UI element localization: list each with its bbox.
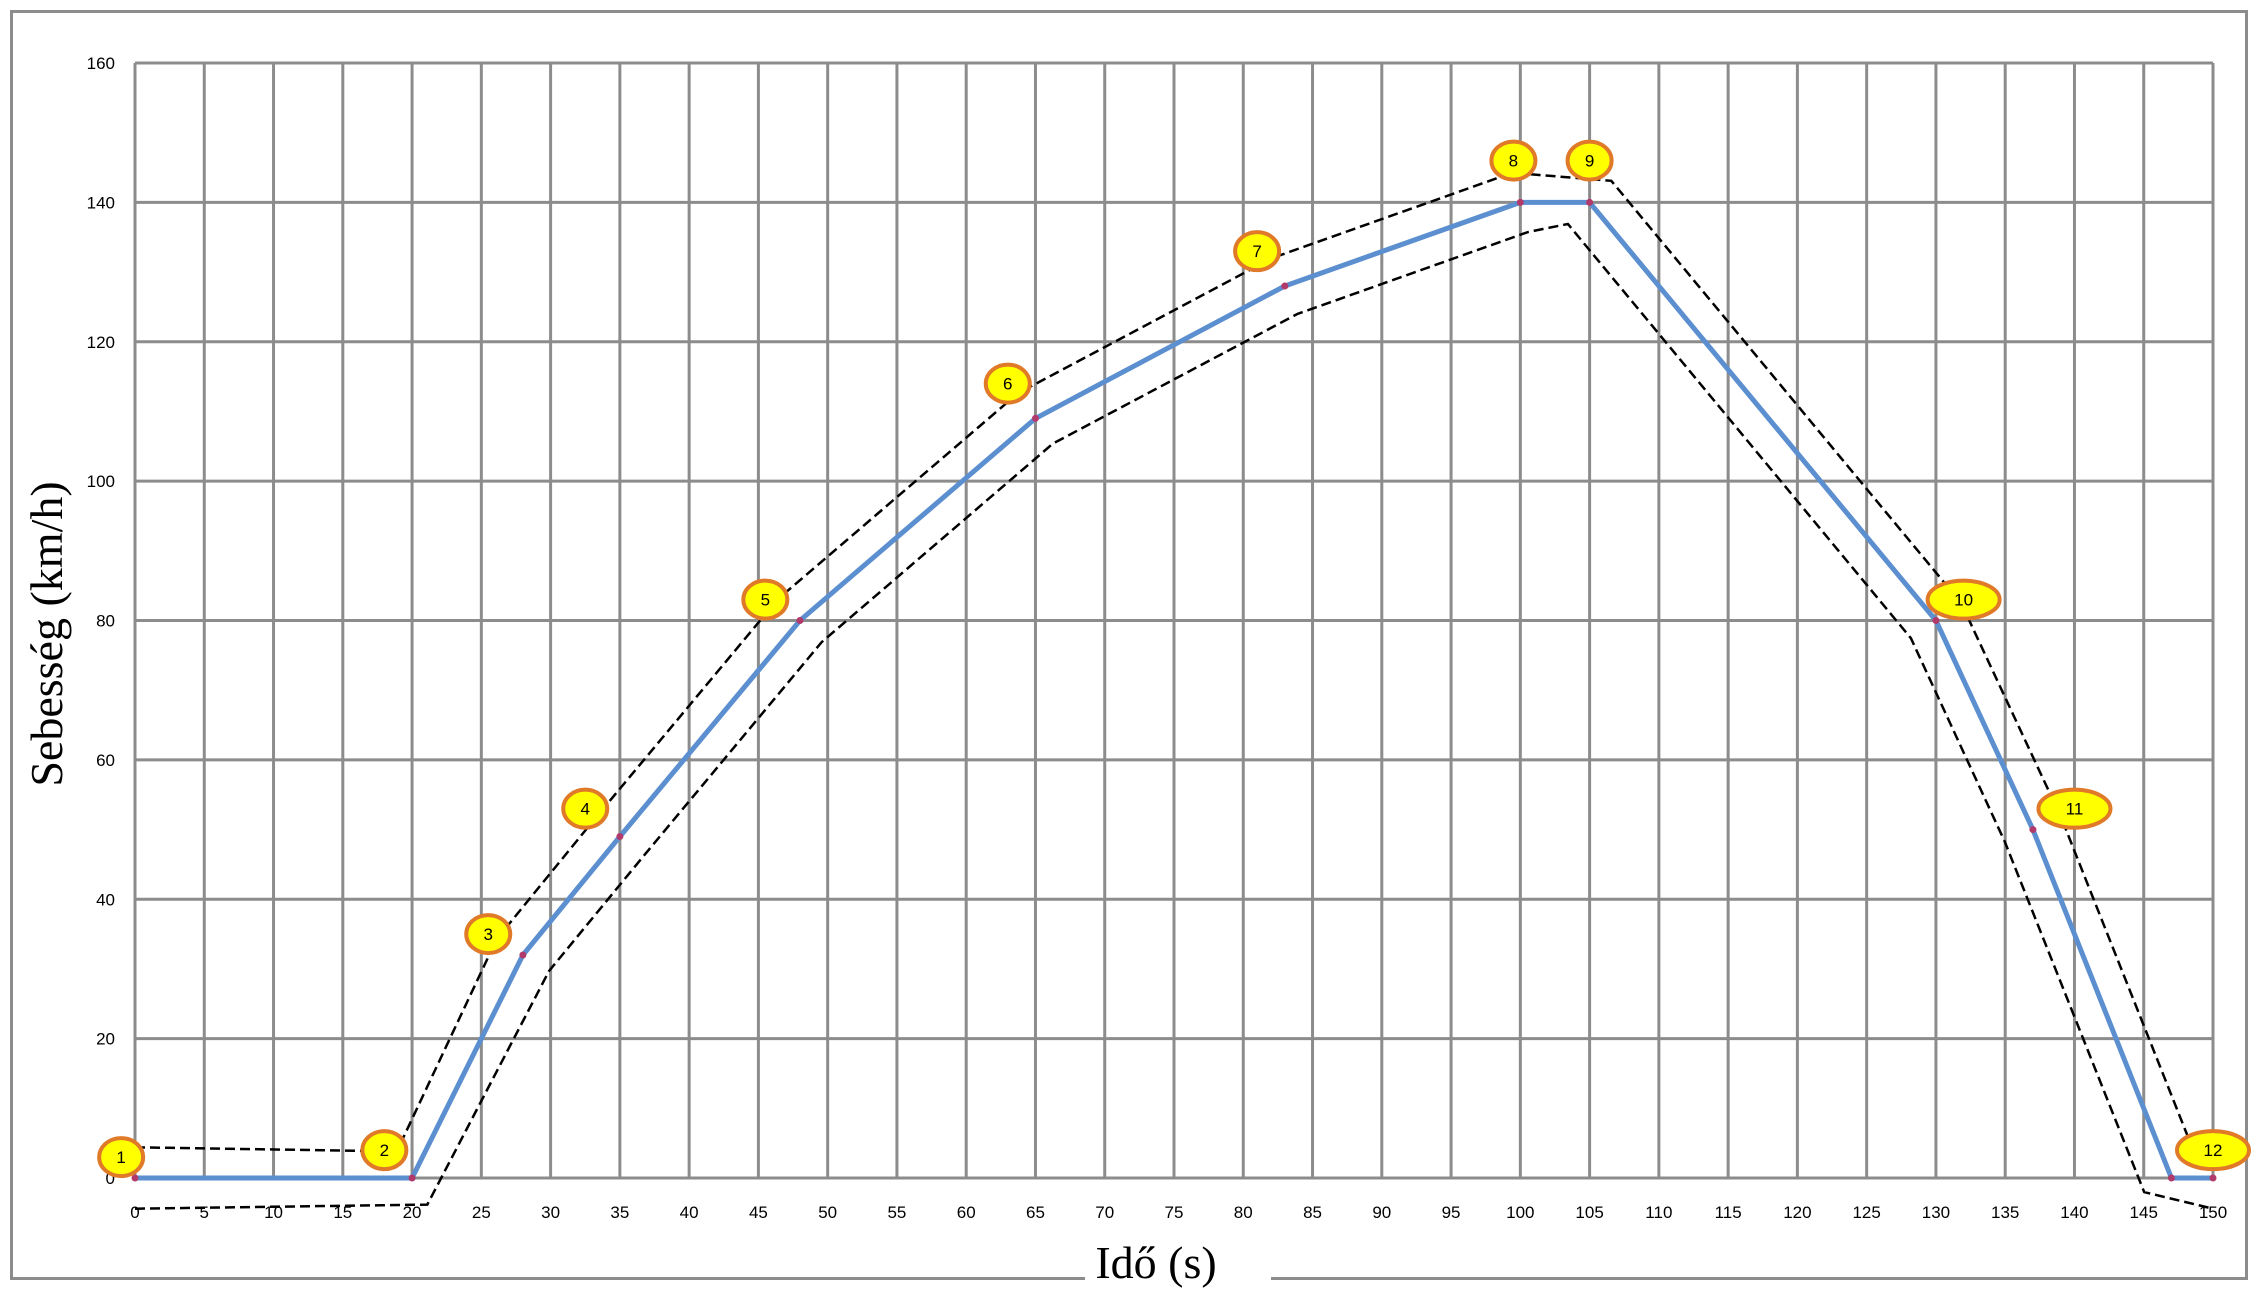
point-badge: 11	[2036, 787, 2113, 830]
y-tick-label: 60	[96, 751, 115, 770]
tolerance-upper-line	[134, 222, 2214, 1210]
point-badge: 1	[97, 1136, 146, 1179]
x-tick-label: 15	[333, 1203, 352, 1222]
x-tick-label: 130	[1922, 1203, 1950, 1222]
y-tick-label: 0	[106, 1169, 115, 1188]
point-badge: 6	[983, 362, 1032, 405]
xlabel-background	[1085, 1232, 1271, 1282]
x-tick-label: 110	[1645, 1203, 1672, 1222]
badge-label: 2	[380, 1141, 389, 1160]
badge-shape	[360, 1129, 409, 1172]
badge-shape	[1925, 578, 2002, 621]
y-tick-label: 20	[96, 1030, 115, 1049]
x-tick-label: 145	[2130, 1203, 2158, 1222]
badge-shape	[983, 362, 1032, 405]
x-tick-label: 20	[403, 1203, 422, 1222]
y-tick-label: 140	[87, 193, 115, 212]
x-tick-label: 115	[1715, 1203, 1742, 1222]
x-tick-label: 50	[818, 1203, 837, 1222]
badge-label: 8	[1509, 152, 1518, 171]
tick-labels: 0 5 10 15 20 25 30 35 40 45 50 55 60 65 70 75 80 85 90 95 10…	[87, 54, 2228, 1222]
grid	[133, 61, 2215, 1180]
point-badge: 3	[464, 913, 513, 956]
badge-label: 1	[116, 1148, 125, 1167]
badge-label: 12	[2204, 1141, 2223, 1160]
x-tick-label: 90	[1372, 1203, 1391, 1222]
x-tick-label: 45	[749, 1203, 768, 1222]
badge-label: 7	[1252, 242, 1261, 261]
y-tick-label: 100	[87, 472, 115, 491]
badge-label: 4	[580, 800, 589, 819]
data-point	[1031, 414, 1039, 422]
point-badge: 10	[1925, 578, 2002, 621]
y-axis-label: Sebesség (km/h)	[21, 481, 72, 786]
data-point	[796, 617, 804, 624]
badge-shape	[741, 578, 790, 621]
x-tick-label: 40	[680, 1203, 699, 1222]
data-point	[1281, 282, 1289, 290]
x-tick-label: 5	[200, 1203, 209, 1222]
y-tick-label: 40	[96, 890, 115, 909]
x-tick-label: 55	[887, 1203, 906, 1222]
point-badge: 4	[561, 787, 610, 830]
chart-frame	[10, 10, 2248, 1280]
y-tick-label: 120	[87, 333, 115, 352]
data-point	[519, 951, 527, 959]
badge-shape	[1489, 139, 1538, 182]
data-point	[616, 833, 624, 841]
x-tick-label: 120	[1783, 1203, 1811, 1222]
data-point	[2029, 826, 2037, 834]
data-point	[1516, 198, 1524, 206]
x-tick-label: 25	[472, 1203, 491, 1222]
badge-shape	[2175, 1129, 2251, 1172]
x-axis-label: Idő (s)	[1095, 1237, 1216, 1288]
x-tick-label: 85	[1303, 1203, 1322, 1222]
x-tick-label: 0	[130, 1203, 139, 1222]
data-point	[1586, 198, 1594, 206]
badge-shape	[1565, 139, 1614, 182]
point-badge: 9	[1565, 139, 1614, 182]
point-badge: 7	[1233, 230, 1282, 273]
series-layer	[131, 198, 2217, 1182]
data-point	[2167, 1174, 2175, 1182]
badge-label: 5	[761, 591, 770, 610]
x-tick-label: 30	[541, 1203, 560, 1222]
point-badge: 8	[1489, 139, 1538, 182]
data-point	[408, 1174, 416, 1182]
y-tick-label: 160	[87, 54, 115, 73]
data-point	[1932, 617, 1940, 624]
x-tick-label: 65	[1026, 1203, 1045, 1222]
x-tick-label: 60	[957, 1203, 976, 1222]
x-tick-label: 95	[1442, 1203, 1461, 1222]
badge-label: 9	[1585, 152, 1594, 171]
x-tick-label: 140	[2060, 1203, 2088, 1222]
x-tick-label: 70	[1095, 1203, 1114, 1222]
data-point	[2209, 1174, 2217, 1182]
point-badge: 2	[360, 1129, 409, 1172]
data-point	[131, 1174, 139, 1182]
badge-shape	[1233, 230, 1282, 273]
point-badge: 12	[2175, 1129, 2251, 1172]
x-tick-label: 80	[1234, 1203, 1253, 1222]
x-tick-label: 135	[1991, 1203, 2019, 1222]
point-badge: 5	[741, 578, 790, 621]
x-tick-label: 75	[1165, 1203, 1184, 1222]
badge-label: 6	[1003, 375, 1012, 394]
y-tick-label: 80	[96, 612, 115, 631]
badge-label: 3	[484, 925, 493, 944]
badge-label: 10	[1954, 591, 1973, 610]
x-tick-label: 100	[1506, 1203, 1534, 1222]
badge-label: 11	[2066, 800, 2084, 819]
x-tick-label: 125	[1852, 1203, 1880, 1222]
badge-shape	[2036, 787, 2113, 830]
badge-shape	[97, 1136, 146, 1179]
x-tick-label: 105	[1575, 1203, 1603, 1222]
badge-shape	[561, 787, 610, 830]
x-tick-label: 35	[610, 1203, 629, 1222]
badge-shape	[464, 913, 513, 956]
